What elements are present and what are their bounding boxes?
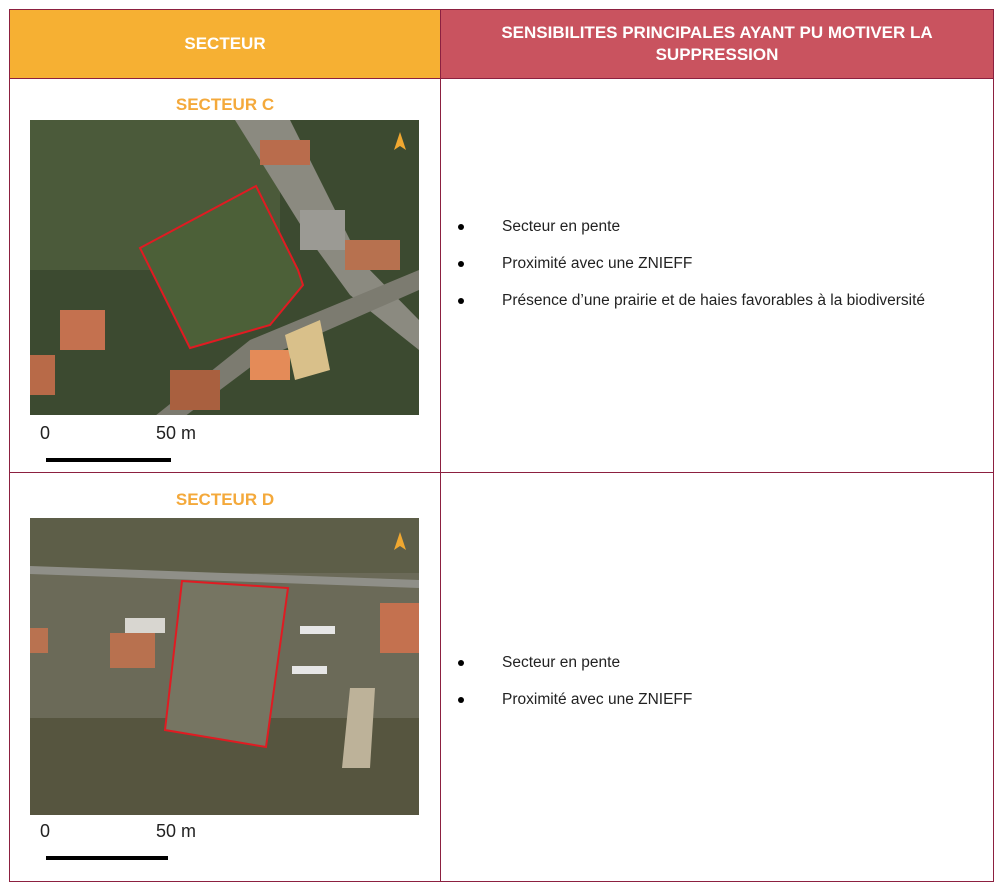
bullet-item: Présence d’une prairie et de haies favor… (454, 289, 987, 312)
bullet-item: Secteur en pente (454, 651, 987, 674)
sector-title: SECTEUR C (175, 95, 275, 114)
sector-cell: SECTEUR C 0 50 m (9, 78, 441, 473)
sector-cell: SECTEUR D 0 50 m (9, 472, 441, 882)
scale-label: 0 (40, 423, 51, 443)
scale-bar (46, 856, 168, 860)
scale-label: 0 (40, 821, 51, 841)
aerial-map (30, 120, 419, 415)
scale-label: 50 m (156, 423, 197, 443)
bullet-list: Secteur en pente Proximité avec une ZNIE… (454, 215, 987, 326)
header-cell: SECTEUR (9, 9, 441, 79)
scale-label: 50 m (156, 821, 197, 841)
sensitivity-cell: Secteur en pente Proximité avec une ZNIE… (440, 78, 994, 473)
aerial-map (30, 518, 419, 815)
sector-title: SECTEUR D (175, 490, 275, 509)
bullet-list: Secteur en pente Proximité avec une ZNIE… (454, 651, 987, 725)
header-cell: SENSIBILITES PRINCIPALES AYANT PU MOTIVE… (440, 9, 994, 79)
bullet-item: Proximité avec une ZNIEFF (454, 252, 987, 275)
sensitivity-cell: Secteur en pente Proximité avec une ZNIE… (440, 472, 994, 882)
scale-bar (46, 458, 171, 462)
bullet-item: Proximité avec une ZNIEFF (454, 688, 987, 711)
bullet-item: Secteur en pente (454, 215, 987, 238)
